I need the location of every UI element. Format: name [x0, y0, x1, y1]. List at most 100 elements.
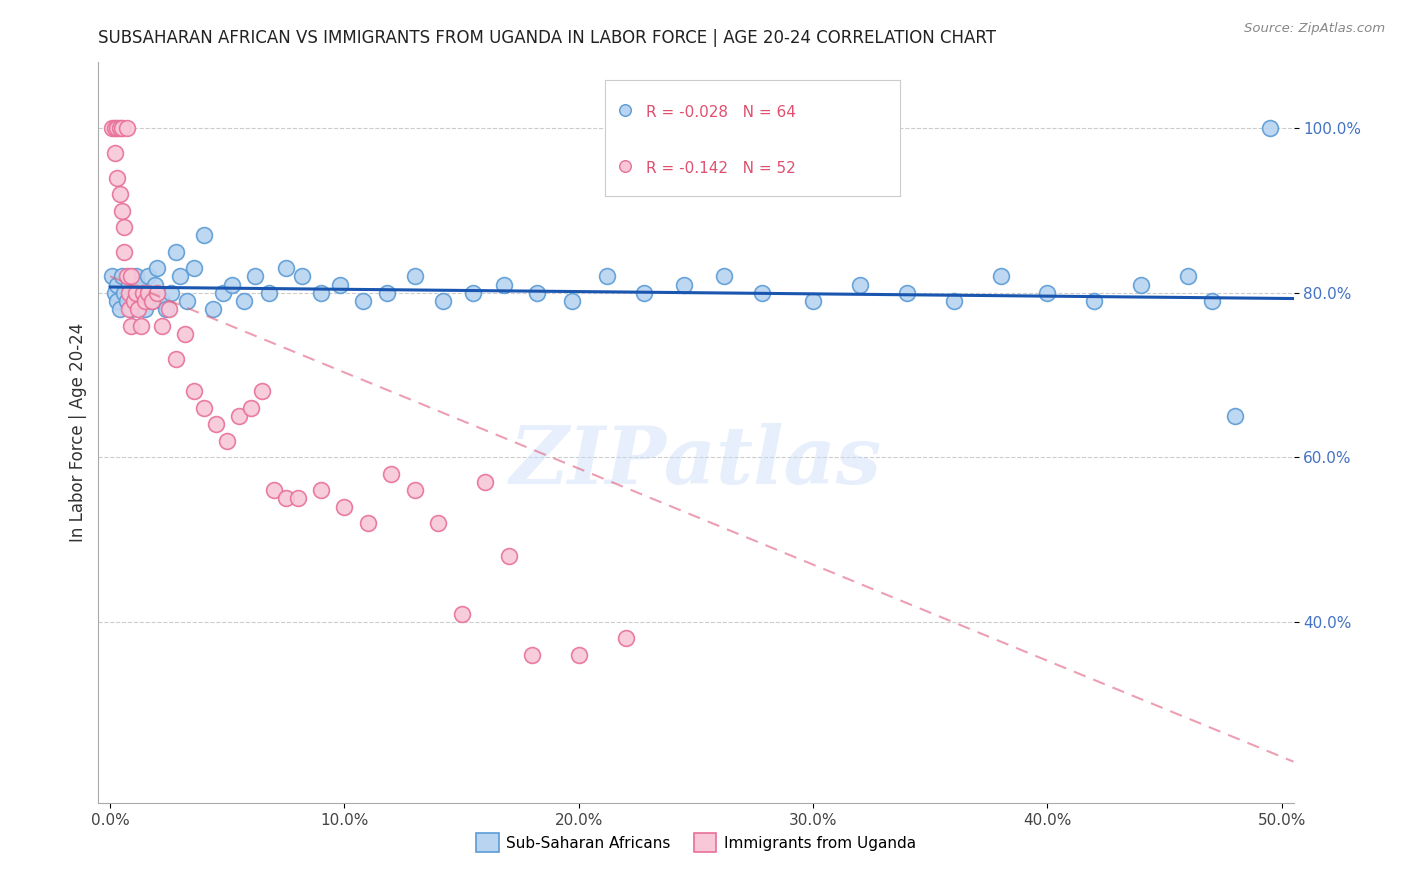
Point — [263, 483, 285, 498]
Point — [183, 261, 205, 276]
Point — [202, 302, 225, 317]
Text: Source: ZipAtlas.com: Source: ZipAtlas.com — [1244, 22, 1385, 36]
Point — [333, 500, 356, 514]
Point — [526, 285, 548, 300]
Point — [104, 145, 127, 160]
Point — [492, 277, 515, 292]
Point — [136, 269, 159, 284]
Point — [801, 293, 824, 308]
Point — [193, 401, 215, 415]
Point — [211, 285, 233, 300]
Point — [139, 285, 162, 300]
Point — [463, 285, 485, 300]
Point — [112, 219, 135, 234]
Point — [309, 483, 332, 498]
Point — [160, 285, 183, 300]
Point — [450, 607, 472, 621]
Point — [132, 285, 155, 300]
Point — [120, 302, 142, 317]
Text: SUBSAHARAN AFRICAN VS IMMIGRANTS FROM UGANDA IN LABOR FORCE | AGE 20-24 CORRELAT: SUBSAHARAN AFRICAN VS IMMIGRANTS FROM UG… — [98, 29, 997, 47]
Point — [1223, 409, 1246, 424]
Point — [380, 467, 402, 481]
Point — [118, 302, 141, 317]
Text: ZIPatlas: ZIPatlas — [510, 424, 882, 501]
Point — [1177, 269, 1199, 284]
Point — [118, 285, 141, 300]
Point — [141, 293, 163, 308]
Point — [112, 285, 135, 300]
Point — [1130, 277, 1153, 292]
Point — [165, 351, 187, 366]
Point — [309, 285, 332, 300]
Point — [176, 293, 198, 308]
Point — [150, 293, 173, 308]
Point — [633, 285, 655, 300]
Point — [105, 277, 128, 292]
Point — [127, 302, 149, 317]
Point — [141, 293, 163, 308]
Point — [120, 269, 142, 284]
Point — [1201, 293, 1223, 308]
Point — [942, 293, 965, 308]
Point — [252, 384, 274, 399]
Point — [713, 269, 735, 284]
Point — [427, 516, 450, 530]
Point — [150, 318, 173, 333]
Point — [217, 434, 239, 448]
Point — [1036, 285, 1059, 300]
Point — [990, 269, 1012, 284]
Point — [155, 302, 177, 317]
Point — [896, 285, 918, 300]
Point — [169, 269, 191, 284]
Point — [1258, 121, 1281, 136]
Text: R = -0.142   N = 52: R = -0.142 N = 52 — [645, 161, 796, 176]
Point — [105, 121, 128, 136]
Point — [115, 121, 138, 136]
Point — [134, 293, 156, 308]
Point — [329, 277, 352, 292]
Point — [193, 228, 215, 243]
Point — [125, 269, 148, 284]
Point — [274, 491, 297, 506]
Point — [143, 277, 166, 292]
Point — [125, 285, 148, 300]
Point — [115, 293, 138, 308]
Point — [561, 293, 583, 308]
Legend: Sub-Saharan Africans, Immigrants from Uganda: Sub-Saharan Africans, Immigrants from Ug… — [470, 827, 922, 858]
Point — [432, 293, 454, 308]
Point — [132, 285, 155, 300]
Point — [101, 269, 124, 284]
Point — [105, 170, 128, 185]
Point — [352, 293, 374, 308]
Point — [520, 648, 543, 662]
Text: R = -0.028   N = 64: R = -0.028 N = 64 — [645, 105, 796, 120]
Point — [183, 384, 205, 399]
Point — [111, 121, 134, 136]
Point — [165, 244, 187, 259]
Point — [127, 277, 149, 292]
Point — [291, 269, 314, 284]
Point — [104, 285, 127, 300]
Point — [122, 293, 145, 308]
Point — [404, 269, 426, 284]
Point — [228, 409, 250, 424]
Point — [751, 285, 773, 300]
Point — [118, 277, 141, 292]
Point — [129, 293, 152, 308]
Point — [108, 121, 131, 136]
Point — [232, 293, 254, 308]
Point — [498, 549, 520, 563]
Point — [111, 269, 134, 284]
Point — [614, 103, 637, 118]
Point — [136, 285, 159, 300]
Point — [375, 285, 398, 300]
Point — [122, 285, 145, 300]
Point — [849, 277, 872, 292]
Point — [120, 318, 142, 333]
Point — [259, 285, 281, 300]
Point — [474, 475, 496, 489]
Point — [105, 293, 128, 308]
Point — [157, 302, 180, 317]
Point — [1083, 293, 1105, 308]
Point — [404, 483, 426, 498]
